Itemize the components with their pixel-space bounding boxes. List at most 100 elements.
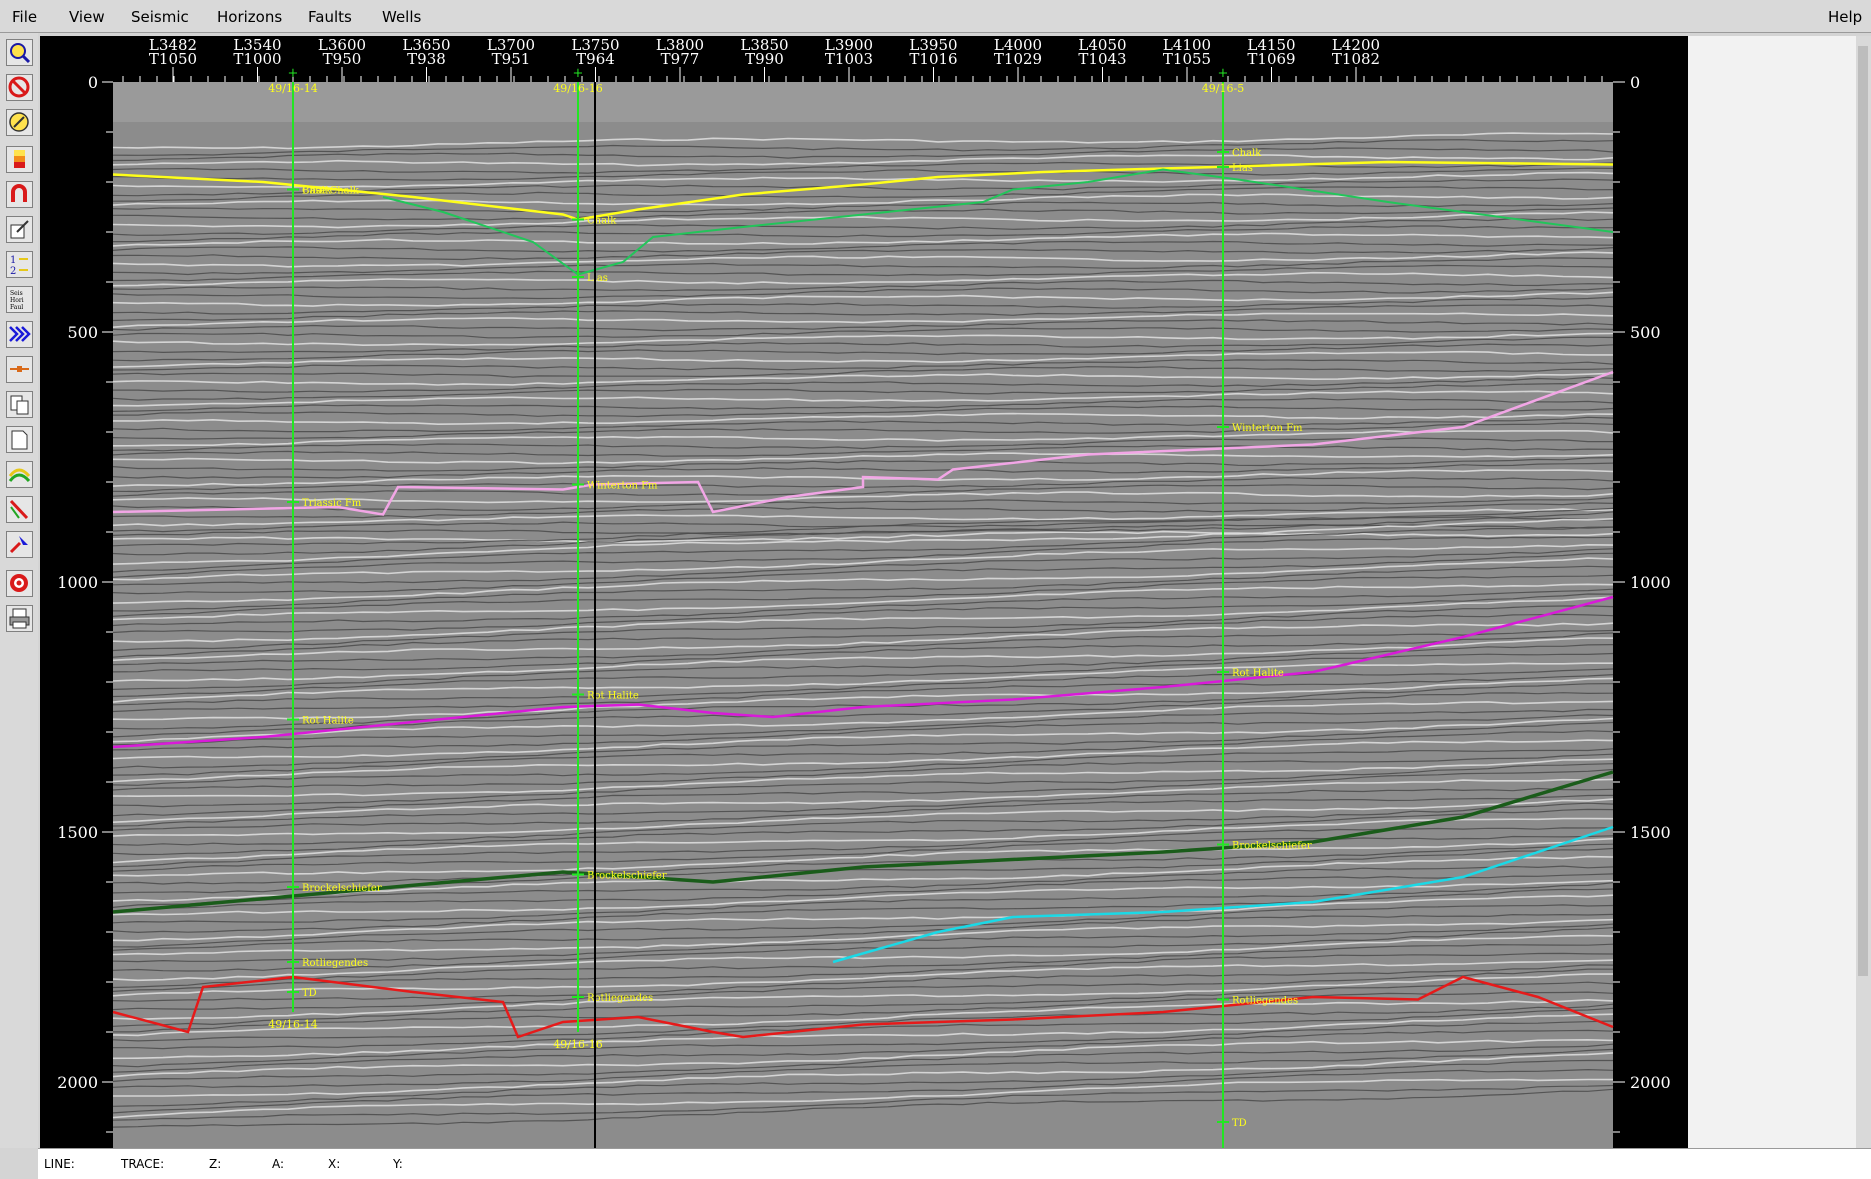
- edit-icon[interactable]: [6, 216, 33, 243]
- arrows-icon[interactable]: [6, 321, 33, 348]
- color-bar-icon[interactable]: [6, 146, 33, 173]
- reflector: [112, 1038, 1614, 1078]
- axis-trace-label: T1016: [909, 50, 957, 68]
- reflector: [112, 536, 1614, 578]
- reflector: [112, 186, 1614, 202]
- reflector: [112, 154, 1614, 167]
- seis-hori-faul-icon[interactable]: Seis Hori Faul: [6, 286, 33, 313]
- well-name-bottom[interactable]: 49/16-14: [268, 1018, 317, 1031]
- status-line-label: LINE:: [44, 1157, 75, 1171]
- status-y-label: Y:: [393, 1157, 403, 1171]
- menu-help[interactable]: Help: [1828, 8, 1863, 26]
- axis-trace-label: T1082: [1332, 50, 1380, 68]
- status-z-label: Z:: [209, 1157, 222, 1171]
- scroll-thumb[interactable]: [1858, 46, 1868, 976]
- fault-icon[interactable]: [6, 496, 33, 523]
- well-name-top[interactable]: 49/16-14: [268, 82, 317, 95]
- menu-faults[interactable]: Faults: [308, 8, 352, 26]
- menu-view[interactable]: View: [69, 8, 105, 26]
- reflector: [112, 491, 1614, 504]
- reflector: [112, 171, 1614, 188]
- reflector: [112, 879, 1614, 916]
- reflector: [112, 161, 1614, 174]
- copy-icon[interactable]: [6, 391, 33, 418]
- reflector: [112, 1043, 1614, 1082]
- no-entry-icon[interactable]: [6, 74, 33, 101]
- well-marker-label: Base Chalk: [302, 186, 360, 197]
- axis-line-label: L3950: [909, 36, 957, 54]
- zoom-icon[interactable]: [6, 39, 33, 66]
- reflector: [112, 952, 1614, 992]
- faul-label: Faul: [10, 304, 23, 311]
- axis-trace-label: T1043: [1078, 50, 1126, 68]
- reflector: [112, 923, 1614, 963]
- axis-line-label: L3700: [487, 36, 535, 54]
- reflector: [112, 873, 1614, 913]
- reflector: [112, 279, 1614, 292]
- well-marker-label: Rotliegendes: [302, 958, 368, 969]
- reflector: [112, 1048, 1614, 1088]
- well-marker-label: Brockelschiefer: [302, 883, 382, 894]
- time-tick-label-right: 1000: [1630, 573, 1671, 592]
- well-name-bottom[interactable]: 49/16-16: [553, 1038, 602, 1051]
- well-name-top[interactable]: 49/16-5: [1202, 82, 1244, 95]
- time-tick-label-right: 1500: [1630, 823, 1671, 842]
- axis-trace-label: T951: [492, 50, 531, 68]
- reflector: [112, 787, 1614, 827]
- well-marker-label: Brockelschiefer: [1232, 841, 1312, 852]
- reflector: [112, 366, 1614, 378]
- axis-line-label: L3600: [318, 36, 366, 54]
- time-tick-label-left: 0: [88, 73, 98, 92]
- reflector: [112, 336, 1614, 354]
- reflector: [112, 662, 1613, 703]
- reflector: [112, 668, 1614, 706]
- reflector: [112, 637, 1614, 682]
- axis-trace-label: T1000: [233, 50, 281, 68]
- target-icon[interactable]: [6, 570, 33, 597]
- reflector: [112, 748, 1614, 786]
- reflector: [112, 622, 1614, 662]
- reflector: [112, 232, 1614, 247]
- reflector: [112, 565, 1614, 612]
- time-tick-label-right: 2000: [1630, 1073, 1671, 1092]
- pencil-icon[interactable]: [6, 109, 33, 136]
- menu-horizons[interactable]: Horizons: [217, 8, 283, 26]
- well-marker-label: Lias: [587, 273, 608, 284]
- reflector: [112, 429, 1614, 447]
- reflector: [112, 802, 1614, 846]
- reflector: [112, 981, 1614, 1027]
- print-icon[interactable]: [6, 605, 33, 632]
- seismic-section-viewer[interactable]: L3482 T1050 L3540 T1000 L3600 T950 L3650 T938 L3…: [40, 36, 1688, 1179]
- pick-icon[interactable]: [6, 531, 33, 558]
- reflector: [112, 835, 1614, 872]
- reflector: [112, 1013, 1614, 1060]
- reflector: [112, 445, 1614, 457]
- reflector: [112, 1059, 1613, 1107]
- magnet-icon[interactable]: [6, 181, 33, 208]
- reflector: [112, 530, 1614, 543]
- well-marker-label: Chalk: [587, 216, 617, 227]
- reflector: [112, 193, 1614, 206]
- well-marker-label: Rotliegendes: [1232, 996, 1298, 1007]
- well-marker-label: Winterton Fm: [587, 481, 658, 492]
- reflector: [112, 817, 1614, 864]
- reflector: [112, 574, 1614, 617]
- axis-line-label: L3750: [571, 36, 619, 54]
- page-icon[interactable]: [6, 426, 33, 453]
- axis-line-label: L4100: [1163, 36, 1211, 54]
- menu-seismic[interactable]: Seismic: [131, 8, 189, 26]
- well-name-top[interactable]: 49/16-16: [553, 82, 602, 95]
- line-icon[interactable]: [6, 356, 33, 383]
- well-top-cross: +: [1218, 66, 1229, 81]
- reflector: [112, 778, 1614, 823]
- reflector: [112, 644, 1614, 690]
- horizon-icon[interactable]: [6, 461, 33, 488]
- time-tick-label-left: 1500: [57, 823, 98, 842]
- vertical-scrollbar[interactable]: [1856, 36, 1871, 1148]
- menu-wells[interactable]: Wells: [382, 8, 422, 26]
- status-a-label: A:: [272, 1157, 285, 1171]
- reflector: [112, 511, 1614, 556]
- menu-file[interactable]: File: [12, 8, 38, 26]
